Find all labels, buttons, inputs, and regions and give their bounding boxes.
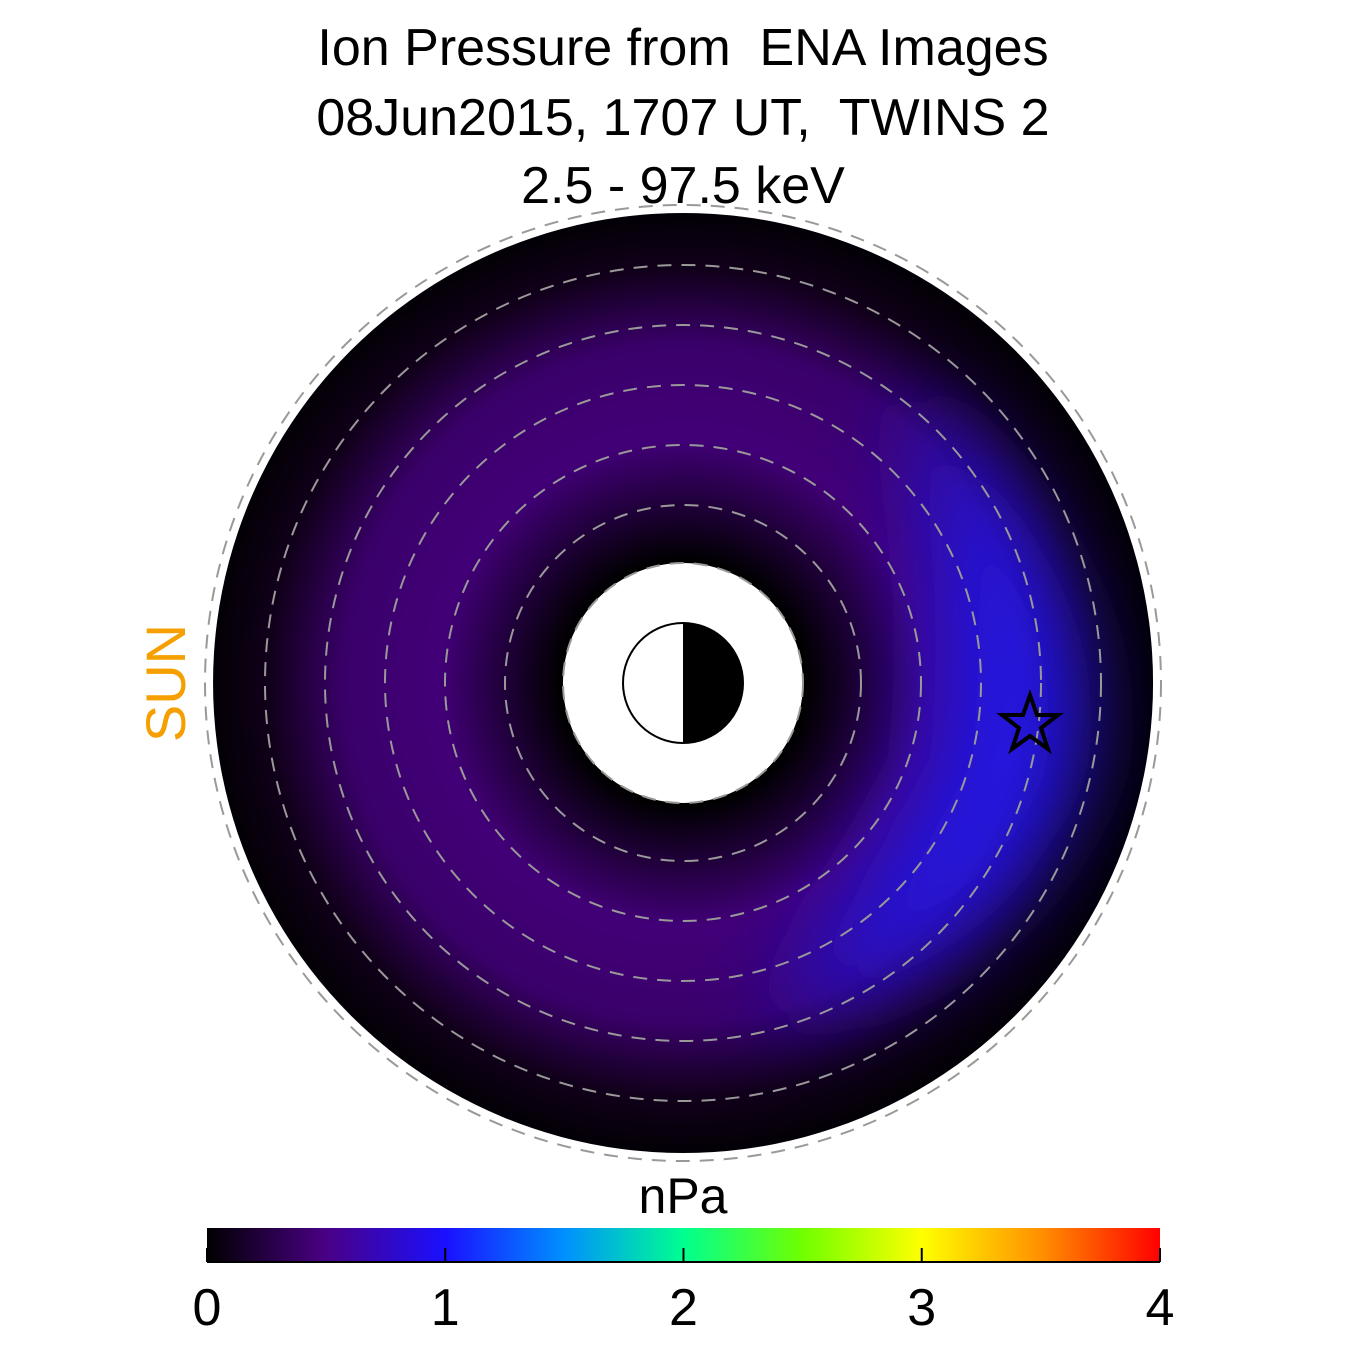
tick-label: 1	[431, 1279, 460, 1337]
tick-label: 2	[669, 1279, 698, 1337]
satellite-star	[996, 688, 1064, 755]
distance-rings	[204, 204, 1162, 1162]
chart-title: Ion Pressure from ENA Images	[317, 19, 1048, 77]
earth	[622, 622, 744, 744]
sun-label: SUN	[134, 624, 197, 742]
tick-label: 3	[907, 1279, 936, 1337]
chart-subtitle: 08Jun2015, 1707 UT, TWINS 2	[316, 89, 1049, 147]
chart-subtitle: 2.5 - 97.5 keV	[521, 157, 845, 215]
pressure-map	[213, 213, 1154, 1153]
tick-label: 0	[193, 1279, 222, 1337]
tick-label: 4	[1146, 1279, 1175, 1337]
colorbar-label: nPa	[639, 1168, 728, 1224]
